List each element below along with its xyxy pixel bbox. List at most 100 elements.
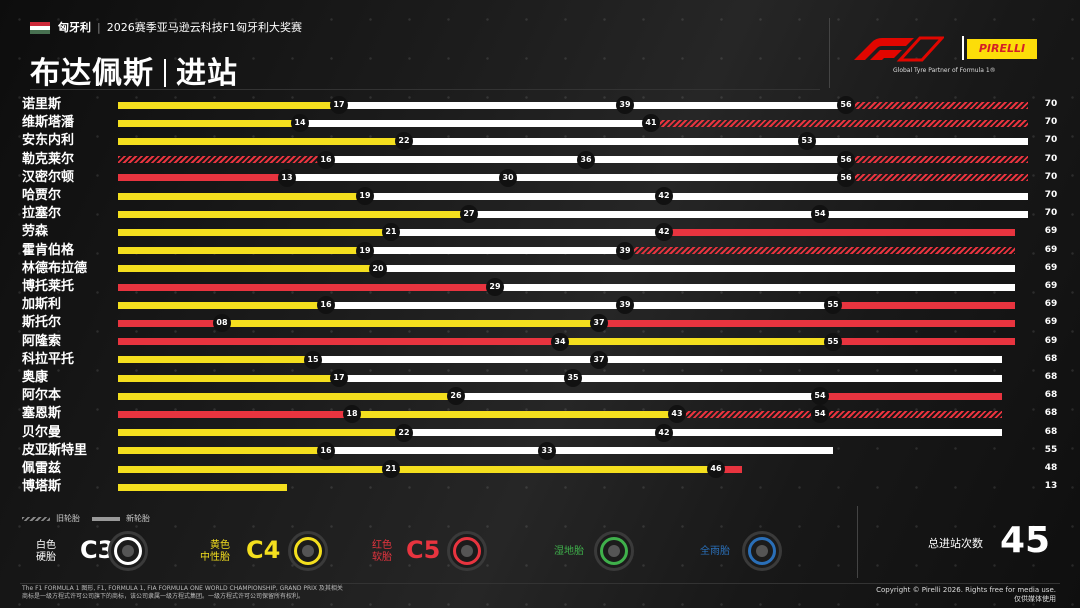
driver-name: 阿尔本 (22, 388, 62, 404)
footer-divider (20, 583, 1060, 584)
stint-bar (716, 465, 742, 473)
compound-code: C4 (246, 536, 281, 564)
stint-bar (820, 410, 1002, 418)
stint-bar (807, 137, 1028, 145)
pit-lap-label: 29 (486, 278, 504, 296)
compound-label: 黄色 中性胎 (200, 540, 230, 564)
stint-bar (118, 374, 339, 382)
total-laps: 69 (1044, 281, 1058, 291)
f1-logo-icon (854, 36, 944, 62)
pit-lap-label: 53 (798, 132, 816, 151)
total-laps: 69 (1044, 244, 1058, 255)
compound-label-line1: 白色 (36, 540, 56, 551)
stint-bar (326, 301, 625, 309)
pit-lap-label: 08 (213, 314, 231, 333)
stint-bar (599, 356, 1002, 364)
driver-name: 科拉平托 (22, 351, 75, 367)
stint-bar (118, 283, 495, 291)
pit-lap-label: 15 (304, 350, 322, 369)
pit-lap-label: 54 (811, 387, 829, 406)
stint-bar (404, 137, 807, 145)
stint-bar (118, 410, 352, 418)
driver-name: 哈贾尔 (22, 188, 62, 203)
stint-bar (651, 119, 1028, 127)
pit-lap-label: 16 (317, 296, 335, 315)
stint-bar (573, 374, 1002, 382)
pit-lap-label: 55 (824, 332, 842, 351)
page-title: 布达佩斯 进站 (30, 48, 238, 92)
title-city: 布达佩斯 (30, 56, 154, 91)
pirelli-logo: PIRELLI (967, 39, 1037, 59)
total-laps: 68 (1044, 390, 1058, 401)
tyre-icon (742, 531, 782, 571)
stint-bar (118, 465, 391, 473)
driver-name: 维斯塔潘 (22, 115, 75, 131)
stint-bar (352, 410, 677, 418)
total-laps: 70 (1044, 208, 1058, 219)
stint-bar (404, 429, 664, 437)
total-laps: 70 (1044, 171, 1058, 182)
driver-name: 劳森 (22, 224, 49, 240)
tyre-hub (756, 545, 768, 557)
pit-lap-label: 37 (590, 314, 608, 333)
stint-bar (287, 174, 508, 182)
trademark-note-line2: 商标是一级方程式许可公司旗下的商标，该公司隶属一级方程式集团。一级方程式许可公司… (22, 593, 305, 600)
stint-bar (339, 374, 573, 382)
pit-lap-label: 20 (369, 259, 387, 278)
total-stops-value: 45 (1000, 520, 1051, 561)
stint-bar (586, 156, 846, 164)
stint-bar (118, 228, 391, 236)
pit-lap-label: 34 (551, 332, 569, 351)
compound-label-line1: 红色 (372, 540, 392, 551)
stint-bar (547, 447, 833, 455)
stint-bar (378, 265, 1015, 273)
total-laps: 48 (1044, 463, 1058, 473)
stint-bar (820, 392, 1002, 400)
stint-bar (846, 101, 1028, 109)
pirelli-divider (962, 36, 964, 60)
total-laps: 69 (1044, 299, 1058, 310)
partner-text: Global Tyre Partner of Formula 1® (893, 67, 996, 74)
stint-bar (391, 465, 716, 473)
stint-bar (222, 319, 599, 327)
tyre-hub (461, 545, 473, 557)
pit-lap-label: 42 (655, 187, 673, 205)
stint-bar (118, 338, 560, 346)
total-laps: 69 (1044, 262, 1058, 273)
compound-label-line1: 黄色 (210, 540, 230, 551)
pit-lap-label: 35 (564, 369, 582, 387)
pit-lap-label: 56 (837, 168, 855, 187)
country-name: 匈牙利 (58, 21, 91, 34)
pit-lap-label: 22 (395, 132, 413, 151)
legend-new-label: 新轮胎 (126, 514, 150, 523)
header-divider (30, 89, 820, 90)
tyre-icon (288, 531, 328, 571)
pit-lap-label: 21 (382, 460, 400, 478)
stint-bar (326, 447, 547, 455)
copyright: Copyright © Pirelli 2026. Rights free fo… (876, 586, 1056, 604)
stint-bar (118, 392, 456, 400)
trademark-note-line1: The F1 FORMULA 1 图形, F1, FORMULA 1, FIA … (22, 585, 343, 592)
pit-lap-label: 26 (447, 387, 465, 406)
pit-lap-label: 46 (707, 460, 725, 478)
total-laps: 70 (1044, 135, 1058, 146)
pit-lap-label: 42 (655, 223, 673, 242)
total-laps: 70 (1044, 190, 1058, 200)
compound-label-line2: 软胎 (372, 552, 392, 563)
stint-bar (664, 429, 1002, 437)
stint-bar (677, 410, 820, 418)
copyright-line2: 仅供媒体使用 (1014, 595, 1056, 603)
stint-bar (118, 174, 287, 182)
pit-lap-label: 22 (395, 423, 413, 442)
pit-lap-label: 14 (291, 114, 309, 133)
stint-bar (664, 192, 1028, 200)
pit-lap-label: 36 (577, 150, 595, 169)
driver-name: 汉密尔顿 (22, 169, 75, 185)
total-laps: 68 (1044, 426, 1058, 437)
pit-lap-label: 17 (330, 96, 348, 114)
driver-name: 贝尔曼 (22, 424, 62, 440)
driver-name: 皮亚斯特里 (22, 442, 88, 458)
stint-bar (300, 119, 651, 127)
stint-bar (118, 137, 404, 145)
pit-lap-label: 39 (616, 241, 634, 260)
